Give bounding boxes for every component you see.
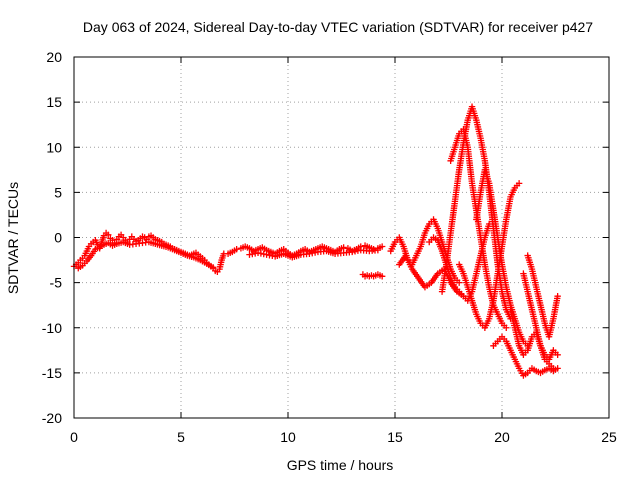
data-point — [378, 243, 386, 250]
data-point — [515, 180, 523, 187]
data-point — [554, 351, 561, 359]
y-tick-label: 0 — [54, 230, 62, 246]
data-point — [550, 365, 557, 372]
chart-title: Day 063 of 2024, Sidereal Day-to-day VTE… — [83, 19, 593, 35]
y-tick-label: -20 — [42, 410, 62, 426]
x-axis-label: GPS time / hours — [287, 457, 394, 473]
y-tick-label: -5 — [50, 275, 63, 291]
x-tick-label: 15 — [387, 429, 403, 445]
y-tick-label: -15 — [42, 365, 62, 381]
data-point — [456, 279, 463, 286]
data-point — [378, 273, 386, 280]
data-point — [554, 292, 561, 300]
y-tick-label: 10 — [46, 139, 62, 155]
data-point — [340, 244, 347, 251]
data-point — [105, 231, 112, 238]
y-tick-label: 5 — [54, 184, 62, 200]
data-point — [233, 246, 240, 253]
x-tick-label: 10 — [280, 429, 296, 445]
plot-frame — [73, 56, 610, 419]
data-point — [374, 246, 382, 254]
x-tick-label: 5 — [177, 429, 185, 445]
y-tick-label: 15 — [46, 94, 62, 110]
x-tick-label: 0 — [70, 429, 78, 445]
data-point — [503, 324, 510, 331]
y-tick-label: 20 — [46, 49, 62, 65]
data-points — [70, 103, 561, 379]
y-axis-label: SDTVAR / TECUs — [5, 182, 21, 294]
x-tick-label: 20 — [494, 429, 510, 445]
y-tick-label: -10 — [42, 320, 62, 336]
axis-ticks: 0 5 10 15 20 25 -20 -15 -10 -5 0 5 10 15 20 — [42, 49, 617, 445]
x-tick-label: 25 — [601, 429, 617, 445]
data-point — [209, 264, 217, 271]
